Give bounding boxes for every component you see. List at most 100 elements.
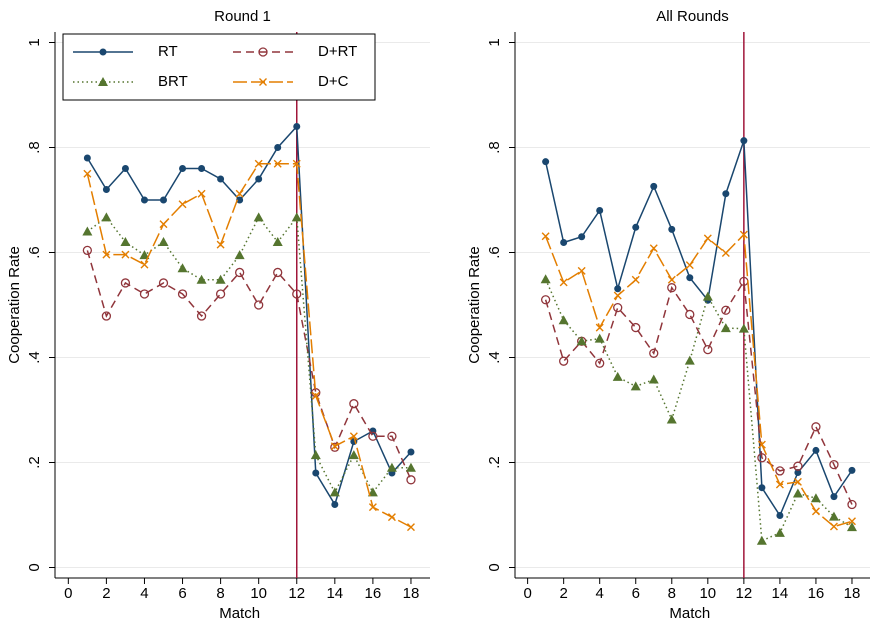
marker (848, 466, 856, 474)
marker (720, 323, 731, 333)
x-tick-label: 8 (216, 585, 224, 602)
marker (331, 501, 339, 508)
marker (310, 450, 321, 460)
marker (367, 487, 378, 497)
marker (684, 355, 695, 365)
marker (595, 323, 604, 332)
marker (387, 513, 396, 522)
marker (667, 283, 677, 293)
series-line (86, 215, 411, 495)
legend-label: BRT (158, 73, 188, 90)
y-tick-label: .2 (26, 456, 43, 469)
y-tick-label: .6 (26, 246, 43, 259)
x-axis-label: Match (669, 605, 710, 622)
y-tick-label: .2 (486, 456, 503, 469)
marker (273, 267, 283, 278)
marker (613, 302, 623, 313)
x-tick-label: 16 (365, 585, 382, 602)
marker (293, 123, 301, 130)
marker (158, 278, 169, 288)
marker (101, 311, 112, 321)
marker (178, 200, 187, 209)
marker (386, 462, 397, 472)
marker (217, 175, 225, 183)
marker (215, 274, 226, 284)
marker (215, 289, 226, 299)
marker (253, 212, 264, 222)
marker (216, 240, 225, 249)
marker (311, 391, 320, 400)
marker (234, 267, 245, 278)
marker (721, 305, 731, 315)
marker (254, 159, 263, 168)
legend-marker (258, 47, 268, 57)
marker (702, 291, 713, 301)
marker (612, 371, 623, 381)
marker (254, 300, 264, 310)
x-tick-label: 8 (668, 585, 676, 602)
marker (196, 274, 207, 284)
x-tick-label: 0 (64, 585, 72, 602)
marker (348, 450, 359, 460)
series-line (544, 232, 853, 528)
marker (102, 186, 110, 193)
marker (101, 212, 112, 222)
marker (703, 344, 713, 355)
marker (541, 232, 550, 241)
marker (739, 230, 748, 239)
marker (406, 523, 415, 532)
y-tick-label: .8 (26, 141, 43, 154)
series-line (544, 279, 853, 505)
y-tick-label: 0 (486, 563, 503, 571)
y-axis-label: Cooperation Rate (6, 246, 23, 364)
x-tick-label: 18 (403, 585, 420, 602)
marker (139, 250, 150, 260)
marker (631, 322, 641, 333)
marker (722, 190, 730, 198)
marker (829, 459, 839, 470)
y-tick-label: .6 (486, 246, 503, 259)
marker (387, 431, 397, 441)
series-line (86, 250, 412, 481)
marker (811, 507, 820, 516)
marker (758, 484, 766, 492)
marker (83, 154, 91, 162)
marker (120, 278, 131, 288)
marker (829, 522, 838, 531)
marker (406, 475, 416, 485)
marker (540, 274, 551, 284)
marker (666, 414, 677, 424)
marker (578, 233, 586, 241)
marker (560, 239, 568, 247)
marker (235, 189, 244, 198)
x-tick-label: 14 (772, 585, 789, 602)
marker (272, 237, 283, 246)
marker (292, 289, 302, 299)
marker (630, 381, 641, 391)
marker (613, 291, 622, 300)
marker (793, 461, 803, 471)
x-tick-label: 10 (250, 585, 267, 602)
marker (102, 250, 111, 259)
y-tick-label: .4 (486, 351, 503, 364)
marker (738, 323, 749, 333)
marker (757, 453, 767, 463)
marker (234, 250, 245, 260)
marker (273, 159, 282, 168)
x-tick-label: 6 (632, 585, 640, 602)
marker (292, 159, 301, 168)
marker (774, 527, 785, 537)
marker (811, 422, 821, 432)
x-tick-label: 4 (140, 585, 148, 602)
x-tick-label: 2 (102, 585, 110, 602)
chart-title: All Rounds (656, 8, 729, 25)
marker (559, 278, 568, 287)
marker (559, 356, 569, 366)
x-tick-label: 4 (596, 585, 604, 602)
marker (349, 399, 359, 409)
marker (793, 477, 802, 486)
marker (792, 488, 803, 498)
marker (685, 309, 695, 320)
marker (756, 535, 767, 545)
